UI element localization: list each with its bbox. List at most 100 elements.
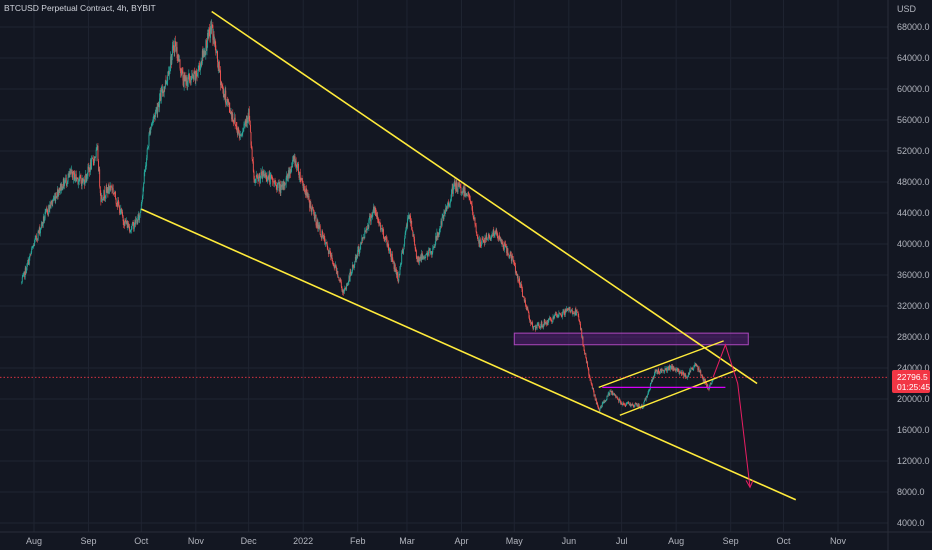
candle-body-347 — [224, 90, 226, 98]
candle-body-146 — [106, 188, 108, 190]
candle-body-670 — [414, 239, 416, 246]
candle-body-839 — [513, 259, 515, 263]
candle-body-708 — [436, 232, 438, 240]
candle-body-550 — [343, 290, 345, 294]
candle-body-332 — [215, 52, 217, 54]
candle-body-622 — [385, 237, 387, 239]
candle-body-364 — [234, 117, 236, 125]
candle-body-968 — [588, 374, 590, 377]
candle-body-1102 — [667, 366, 669, 369]
candle-body-931 — [567, 309, 569, 311]
candle-body-698 — [430, 251, 432, 252]
candle-body-458 — [289, 170, 291, 174]
candle-body-559 — [349, 276, 350, 281]
candle-body-457 — [289, 170, 291, 176]
candle-body-97 — [78, 181, 80, 184]
candle-body-1110 — [672, 366, 674, 370]
candle-body-60 — [56, 197, 58, 198]
candle-body-613 — [380, 228, 382, 231]
candle-body-247 — [166, 81, 167, 84]
candle-body-411 — [262, 170, 264, 178]
candle-body-827 — [506, 246, 508, 253]
candle-body-530 — [332, 260, 333, 262]
candle-body-395 — [252, 161, 254, 172]
candle-body-910 — [554, 313, 556, 316]
candle-body-371 — [238, 131, 240, 136]
candle-body-1060 — [642, 407, 644, 408]
candle-body-995 — [604, 400, 606, 402]
candle-body-750 — [461, 192, 462, 193]
candle-body-79 — [67, 177, 69, 182]
candle-body-200 — [138, 214, 140, 220]
candle-body-1137 — [688, 373, 689, 377]
x-tick-label-3: Nov — [188, 536, 205, 546]
last-price-badge[interactable]: 22796.5 01:25:45 — [892, 370, 930, 393]
candle-body-427 — [271, 178, 273, 179]
candle-body-542 — [339, 279, 340, 281]
candle-body-1080 — [654, 370, 656, 374]
candle-body-598 — [371, 213, 373, 218]
candle-body-730 — [449, 203, 451, 206]
candle-body-290 — [191, 75, 193, 79]
candle-body-78 — [66, 181, 68, 185]
candle-body-738 — [454, 180, 455, 187]
candle-body-101 — [80, 177, 82, 181]
candle-body-712 — [438, 232, 440, 236]
candle-body-1071 — [649, 388, 651, 390]
candle-body-390 — [249, 124, 251, 133]
candle-body-1002 — [608, 393, 610, 396]
candle-body-255 — [170, 56, 172, 64]
candle-body-942 — [573, 313, 575, 315]
candle-body-64 — [58, 190, 60, 193]
candle-body-130 — [97, 145, 99, 161]
candle-body-592 — [368, 219, 370, 228]
candle-body-321 — [209, 31, 211, 38]
candle-body-1143 — [691, 367, 693, 369]
candle-body-618 — [383, 237, 385, 240]
candle-body-854 — [522, 289, 523, 297]
candle-body-980 — [595, 399, 597, 405]
candle-body-304 — [199, 66, 201, 70]
candle-body-1123 — [679, 371, 681, 373]
candle-body-544 — [340, 279, 342, 282]
candle-body-3 — [22, 273, 24, 277]
candle-body-274 — [181, 70, 183, 72]
candle-body-975 — [593, 388, 594, 391]
candle-body-478 — [301, 178, 303, 181]
candle-body-1062 — [644, 400, 645, 402]
candle-body-220 — [150, 127, 152, 134]
candle-body-224 — [152, 118, 154, 122]
candle-body-601 — [373, 206, 375, 213]
candle-body-773 — [474, 217, 476, 225]
candle-body-349 — [225, 103, 227, 105]
candle-body-795 — [487, 237, 489, 240]
candle-body-524 — [328, 250, 330, 254]
candle-body-947 — [576, 310, 578, 312]
candle-body-695 — [428, 249, 430, 250]
candle-body-117 — [89, 162, 91, 173]
candle-body-205 — [141, 200, 143, 204]
candle-body-164 — [117, 200, 119, 206]
candle-body-289 — [190, 78, 192, 83]
candle-body-771 — [473, 217, 475, 220]
candle-body-685 — [422, 256, 424, 258]
candle-body-502 — [315, 214, 317, 226]
candle-body-148 — [108, 184, 109, 194]
candle-body-583 — [363, 237, 365, 238]
candle-body-1099 — [665, 367, 667, 371]
candle-body-243 — [163, 86, 165, 93]
candle-body-784 — [480, 244, 482, 246]
candle-body-461 — [291, 166, 293, 167]
candle-body-1035 — [628, 402, 630, 404]
zone-resistance — [513, 332, 749, 346]
candle-body-1131 — [684, 374, 686, 375]
candle-body-15 — [30, 254, 31, 256]
candle-body-163 — [116, 204, 118, 206]
candle-body-616 — [382, 229, 384, 232]
candle-body-493 — [310, 202, 312, 209]
candle-body-710 — [437, 232, 439, 238]
candle-body-1021 — [619, 400, 621, 404]
candle-body-1126 — [681, 374, 683, 375]
candle-body-183 — [128, 226, 130, 228]
